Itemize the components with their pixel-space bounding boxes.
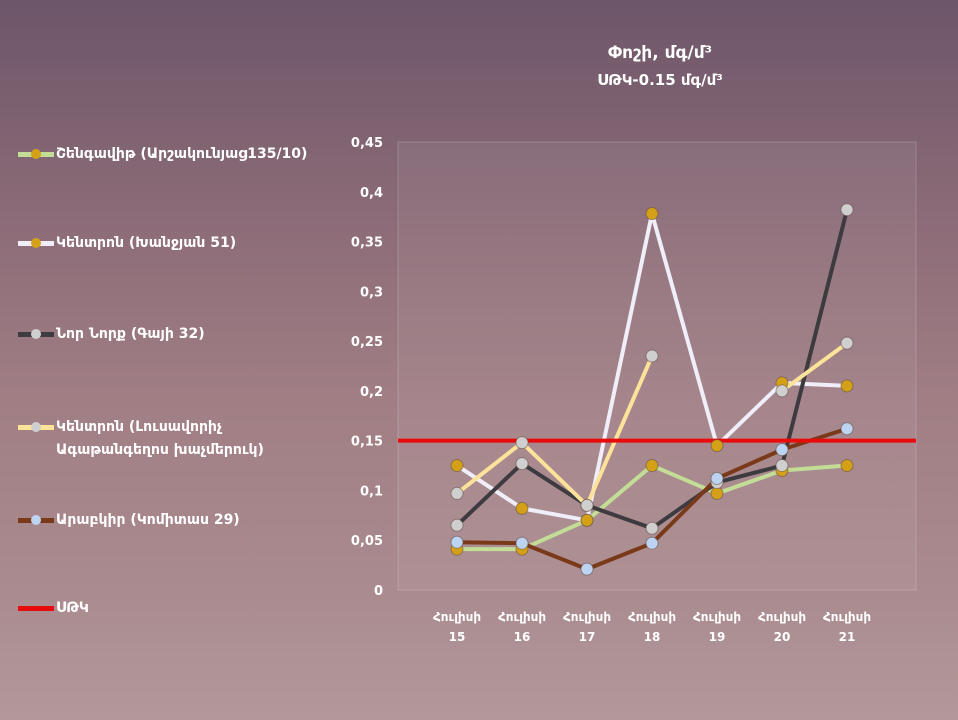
data-point-series-2 [840,379,854,393]
series-line-4 [780,341,849,393]
y-tick-label: 0,2 [360,385,383,400]
data-point-series-3 [645,521,659,535]
y-tick-label: 0 [374,584,383,599]
legend-label-line: Կենտրոն (Լուսավորիչ [56,419,223,435]
legend-marker [31,149,41,159]
data-point-series-3 [450,518,464,532]
data-point-series-4 [450,486,464,500]
x-tick-label: Հուլիսի [823,610,871,624]
data-point-series-3 [775,459,789,473]
data-point-series-1 [645,459,659,473]
data-point-series-2 [710,439,724,453]
legend-marker [31,238,41,248]
y-tick-label: 0,15 [351,435,383,450]
x-tick-label: 21 [839,630,856,644]
data-point-series-2 [450,459,464,473]
title-text: Փոշի, մգ/մ³ [607,43,713,63]
data-point-series-2 [580,513,594,527]
data-point-series-1 [710,486,724,500]
x-tick-label: Հուլիսի [433,610,481,624]
data-point-series-5 [775,443,789,457]
x-tick-label: Հուլիսի [758,610,806,624]
x-tick-label: Հուլիսի [563,610,611,624]
data-point-series-5 [645,536,659,550]
data-point-series-4 [515,436,529,450]
x-tick-label: 15 [449,630,466,644]
legend-label: Նոր Նորք (Գայի 32) [56,326,205,342]
x-tick-label: Հուլիսի [693,610,741,624]
data-point-series-5 [840,422,854,436]
data-point-series-4 [775,384,789,398]
data-point-series-4 [580,498,594,512]
data-point-series-5 [710,471,724,485]
y-tick-label: 0,1 [360,484,383,499]
data-point-series-2 [645,207,659,221]
legend-marker [31,515,41,525]
legend-label: Կենտրոն (Լուսավորիչ Ագաթանգեղոս խաչմերուկ… [56,416,346,462]
data-point-series-5 [450,535,464,549]
legend-label: ՍԹԿ [56,600,89,616]
chart-title: Փոշի, մգ/մ³ ՍԹԿ-0.15 մգ/մ³ [560,40,760,94]
data-point-series-5 [515,536,529,550]
y-tick-label: 0,45 [351,136,383,151]
data-point-series-4 [645,349,659,363]
y-tick-label: 0,25 [351,335,383,350]
legend-marker [31,422,41,432]
y-tick-label: 0,35 [351,236,383,251]
data-point-series-3 [840,203,854,217]
data-point-series-4 [840,336,854,350]
y-tick-label: 0,4 [360,186,383,201]
legend-label: Կենտրոն (Խանջյան 51) [56,235,237,251]
legend-marker [31,329,41,339]
legend-label-line: Ագաթանգեղոս խաչմերուկ) [56,442,264,458]
series-line-4 [455,354,654,508]
x-tick-label: 19 [709,630,726,644]
x-tick-label: 20 [774,630,791,644]
data-point-series-2 [515,501,529,515]
y-tick-label: 0,05 [351,534,383,549]
data-point-series-1 [840,459,854,473]
x-tick-label: 18 [644,630,661,644]
subtitle-text: ՍԹԿ-0.15 մգ/մ³ [597,71,723,89]
x-tick-label: Հուլիսի [628,610,676,624]
legend-label: Շենգավիթ (Արշակունյաց135/10) [56,146,308,162]
legend-label: Արաբկիր (Կոմիտաս 29) [56,512,240,528]
y-tick-label: 0,3 [360,285,383,300]
data-point-series-3 [515,457,529,471]
x-tick-label: 16 [514,630,531,644]
x-tick-label: 17 [579,630,596,644]
x-tick-label: Հուլիսի [498,610,546,624]
data-point-series-5 [580,562,594,576]
legend-swatch [18,606,54,611]
